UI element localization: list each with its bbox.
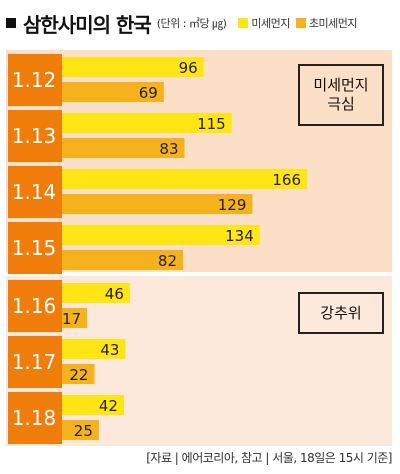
source-note: [자료 | 에어코리아, 참고 | 서울, 18일은 15시 기준]	[146, 451, 392, 465]
dust-severe-line2: 극심	[327, 95, 355, 113]
bar-pm25	[62, 308, 88, 328]
data-label: 115	[197, 115, 226, 133]
bar-pm10	[62, 225, 260, 245]
dust-severe-label: 미세먼지 극심	[298, 64, 384, 126]
date-label: 1.16	[12, 294, 57, 318]
legend-label-pm25: 초미세먼지	[308, 17, 358, 30]
bar-pm25	[62, 194, 253, 214]
data-label: 25	[74, 422, 93, 440]
legend-label-pm10: 미세먼지	[251, 17, 290, 30]
date-box	[8, 336, 62, 388]
bar-pm25	[62, 138, 185, 158]
data-label: 17	[62, 310, 81, 328]
date-box	[8, 54, 62, 106]
bar-pm10	[62, 339, 126, 359]
date-label: 1.12	[12, 68, 57, 92]
data-label: 166	[272, 171, 301, 189]
date-box	[8, 392, 62, 444]
date-box	[8, 280, 62, 332]
bar-pm10	[62, 113, 232, 133]
data-label: 46	[105, 285, 124, 303]
date-label: 1.15	[12, 236, 57, 260]
data-label: 129	[218, 196, 247, 214]
bar-pm10	[62, 283, 130, 303]
legend: 미세먼지 초미세먼지	[232, 15, 358, 31]
bar-pm25	[62, 250, 184, 270]
chart-header: 삼한사미의 한국 (단위 : ㎥당 ㎍) 미세먼지 초미세먼지	[6, 6, 396, 40]
cold-label-text: 강추위	[320, 303, 362, 322]
bar-pm10	[62, 169, 307, 189]
data-label: 82	[158, 252, 177, 270]
bar-pm25	[62, 82, 164, 102]
legend-swatch-pm25	[295, 18, 306, 28]
dust-severe-line1: 미세먼지	[313, 76, 369, 95]
bar-pm10	[62, 395, 124, 415]
chart-title: 삼한사미의 한국	[23, 12, 152, 37]
cold-label: 강추위	[298, 292, 384, 334]
data-label: 134	[225, 227, 254, 245]
bar-pm25	[62, 364, 95, 384]
date-box	[8, 110, 62, 162]
data-label: 42	[99, 397, 118, 415]
data-label: 69	[139, 84, 158, 102]
title-marker	[6, 18, 16, 28]
data-label: 43	[100, 341, 119, 359]
legend-item-pm10: 미세먼지	[238, 15, 290, 31]
unit-label: (단위 : ㎥당 ㎍)	[156, 17, 227, 30]
data-label: 83	[159, 140, 178, 158]
group-bg-cold	[6, 276, 392, 446]
date-label: 1.13	[12, 124, 57, 148]
data-label: 96	[179, 59, 198, 77]
date-label: 1.18	[12, 406, 57, 430]
legend-item-pm25: 초미세먼지	[295, 15, 358, 31]
date-box	[8, 222, 62, 274]
bar-pm25	[62, 420, 99, 440]
date-box	[8, 166, 62, 218]
data-label: 22	[69, 366, 88, 384]
bar-pm10	[62, 57, 204, 77]
date-label: 1.17	[12, 350, 57, 374]
legend-swatch-pm10	[238, 18, 249, 28]
date-label: 1.14	[12, 180, 57, 204]
